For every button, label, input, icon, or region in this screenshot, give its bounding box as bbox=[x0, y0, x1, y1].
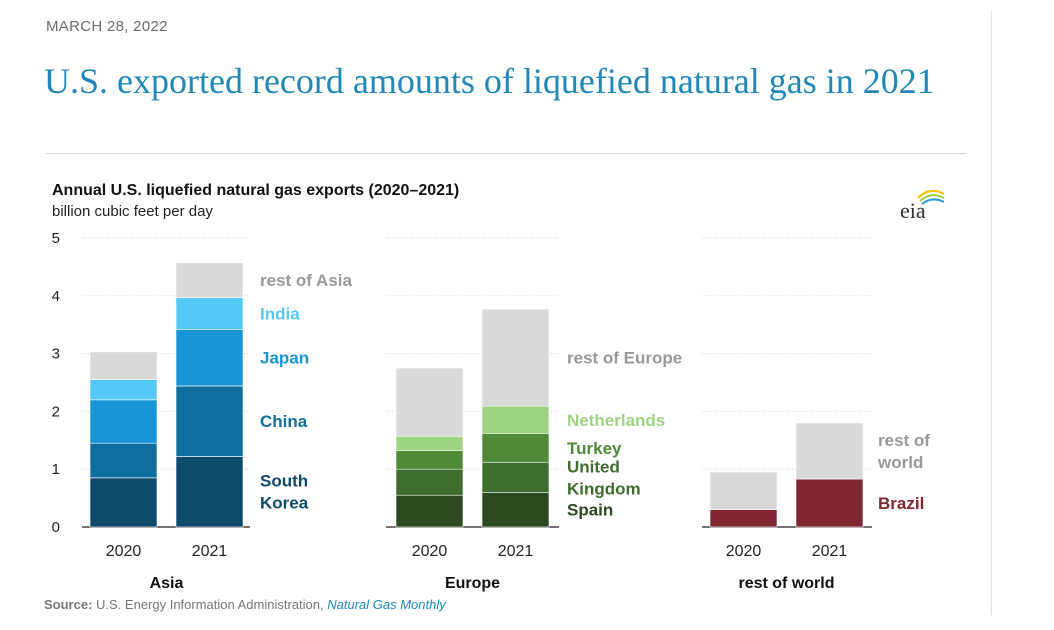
bar-europe-2021-spain bbox=[481, 492, 550, 528]
source-note: Source: U.S. Energy Information Administ… bbox=[44, 597, 446, 612]
bar-europe-2020-netherlands bbox=[395, 435, 464, 452]
source-label: Source: bbox=[44, 597, 93, 612]
bar-europe-2021-netherlands bbox=[481, 405, 550, 434]
series-label-europe-spain: Spain bbox=[567, 501, 613, 520]
bar-asia-2020-china bbox=[89, 442, 158, 479]
header-divider bbox=[46, 153, 966, 154]
chart-y-unit-label: billion cubic feet per day bbox=[52, 203, 213, 220]
x-tick-label-rest-of-world-2020: 2020 bbox=[726, 543, 762, 560]
bar-asia-2021-south-korea bbox=[175, 456, 244, 528]
series-label-europe-rest-of-europe: rest of Europe bbox=[567, 349, 682, 368]
series-label-rest-of-world-brazil: Brazil bbox=[878, 494, 924, 513]
panel-title-asia: Asia bbox=[150, 575, 184, 592]
chart-title: Annual U.S. liquefied natural gas export… bbox=[52, 182, 460, 199]
series-label-asia-rest-of-asia: rest of Asia bbox=[260, 271, 353, 290]
bar-europe-2020-rest-of-europe bbox=[395, 367, 464, 437]
bar-asia-2020-japan bbox=[89, 399, 158, 444]
bar-europe-2020-turkey bbox=[395, 450, 464, 470]
series-label-europe-turkey: Turkey bbox=[567, 439, 622, 458]
x-tick-label-asia-2020: 2020 bbox=[106, 543, 142, 560]
bar-europe-2020-united-kingdom bbox=[395, 468, 464, 496]
series-label-europe-netherlands: Netherlands bbox=[567, 411, 665, 430]
y-tick-label-2: 2 bbox=[52, 403, 60, 420]
bar-rest-of-world-2021-brazil bbox=[795, 478, 864, 528]
series-label-asia-south-korea-line1: South bbox=[260, 472, 308, 491]
series-label-europe-united-kingdom-line2: Kingdom bbox=[567, 479, 641, 498]
y-tick-label-1: 1 bbox=[52, 461, 60, 478]
eia-logo-text: eia bbox=[900, 198, 926, 223]
x-tick-label-europe-2021: 2021 bbox=[498, 543, 534, 560]
bar-asia-2021-china bbox=[175, 385, 244, 457]
bar-europe-2021-rest-of-europe bbox=[481, 308, 550, 407]
y-tick-label-3: 3 bbox=[52, 346, 60, 363]
series-label-asia-japan: Japan bbox=[260, 349, 309, 368]
panel-title-rest-of-world: rest of world bbox=[738, 575, 834, 592]
series-label-europe-united-kingdom-line1: United bbox=[567, 457, 620, 476]
x-tick-label-rest-of-world-2021: 2021 bbox=[812, 543, 848, 560]
bar-rest-of-world-2021-rest-of-world bbox=[795, 422, 864, 480]
y-tick-label-0: 0 bbox=[52, 519, 60, 536]
series-label-asia-south-korea-line2: Korea bbox=[260, 494, 309, 513]
bar-rest-of-world-2020-rest-of-world bbox=[709, 471, 778, 510]
x-tick-label-europe-2020: 2020 bbox=[412, 543, 448, 560]
bar-europe-2021-turkey bbox=[481, 433, 550, 463]
bar-asia-2021-rest-of-asia bbox=[175, 262, 244, 298]
bar-asia-2021-japan bbox=[175, 329, 244, 387]
bar-rest-of-world-2020-brazil bbox=[709, 509, 778, 528]
series-label-asia-india: India bbox=[260, 304, 300, 323]
source-publication-link[interactable]: Natural Gas Monthly bbox=[327, 597, 446, 612]
article-date: MARCH 28, 2022 bbox=[46, 18, 168, 35]
source-text: U.S. Energy Information Administration, bbox=[92, 597, 328, 612]
bar-europe-2020-spain bbox=[395, 494, 464, 528]
series-label-rest-of-world-rest-of-world-line2: world bbox=[877, 453, 923, 472]
series-label-rest-of-world-rest-of-world-line1: rest of bbox=[878, 431, 930, 450]
x-tick-label-asia-2021: 2021 bbox=[192, 543, 228, 560]
headline: U.S. exported record amounts of liquefie… bbox=[44, 61, 935, 101]
y-tick-label-4: 4 bbox=[52, 288, 60, 305]
bar-asia-2020-india bbox=[89, 379, 158, 401]
eia-logo-icon bbox=[917, 189, 945, 205]
bar-asia-2021-india bbox=[175, 297, 244, 330]
bar-asia-2020-south-korea bbox=[89, 477, 158, 528]
series-label-asia-china: China bbox=[260, 412, 308, 431]
bar-europe-2021-united-kingdom bbox=[481, 461, 550, 493]
page-side-divider bbox=[991, 10, 992, 615]
panel-title-europe: Europe bbox=[445, 575, 500, 592]
y-tick-label-5: 5 bbox=[52, 230, 60, 247]
bar-asia-2020-rest-of-asia bbox=[89, 351, 158, 380]
